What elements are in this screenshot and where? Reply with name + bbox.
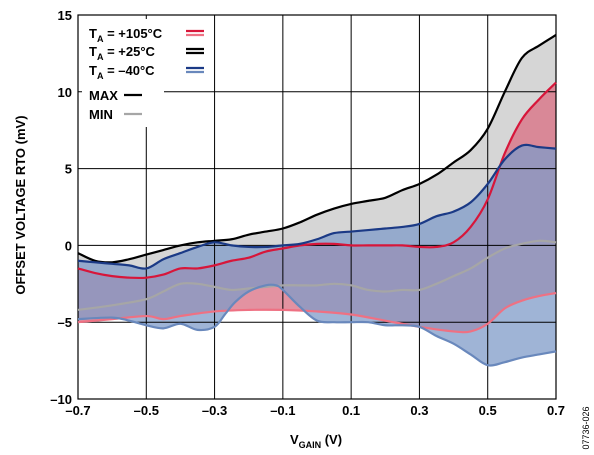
figure-id: 07736-026: [581, 406, 591, 449]
x-tick-label: 0.1: [342, 403, 360, 418]
y-tick-label: –5: [58, 315, 72, 330]
x-tick-label: 0.3: [410, 403, 428, 418]
legend: TA = +105°CTA = +25°CTA = –40°C MAX MIN: [82, 19, 204, 127]
min-line-t105: [77, 291, 557, 334]
fill-tm40: [78, 144, 556, 366]
plot-frame: [77, 14, 557, 400]
legend-item-tm40: TA = –40°C: [89, 63, 204, 81]
x-axis-label: VGAIN (V): [290, 432, 342, 450]
y-tick-label: 15: [58, 8, 72, 23]
max-line-tm40: [77, 143, 557, 270]
legend-item-max: MAX: [89, 88, 142, 103]
x-axis-label-subscript: GAIN: [299, 440, 322, 450]
series-lines: [77, 34, 557, 367]
x-tick-label: –0.7: [65, 403, 90, 418]
min-line-t25: [77, 239, 557, 312]
series-fills: [78, 34, 556, 366]
legend-item-t105: TA = +105°C: [89, 26, 204, 44]
legend-label: TA = +105°C: [89, 26, 163, 44]
y-tick-labels: –10 –5 0 5 10 15: [50, 8, 72, 407]
legend-label: TA = –40°C: [89, 63, 155, 81]
y-axis-label: OFFSET VOLTAGE RTO (mV): [13, 115, 28, 294]
x-tick-label: –0.1: [270, 403, 295, 418]
y-tick-label: –10: [50, 392, 72, 407]
min-line-tm40: [77, 283, 557, 367]
max-line-t105: [77, 81, 557, 280]
max-line-t25: [77, 34, 557, 264]
x-tick-label: 0.7: [547, 403, 565, 418]
legend-label: TA = +25°C: [89, 44, 156, 62]
y-tick-label: 5: [65, 162, 72, 177]
legend-item-min: MIN: [89, 107, 142, 122]
y-tick-label: 0: [65, 238, 72, 253]
x-tick-labels: –0.7 –0.5 –0.3 –0.1 0.1 0.3 0.5 0.7: [65, 403, 565, 418]
x-axis-label-main: V: [290, 432, 299, 447]
x-tick-label: 0.5: [479, 403, 497, 418]
legend-background: [82, 19, 164, 127]
x-tick-label: –0.5: [134, 403, 159, 418]
legend-label: MIN: [89, 107, 113, 122]
legend-item-t25: TA = +25°C: [89, 44, 204, 62]
y-tick-label: 10: [58, 85, 72, 100]
legend-label: MAX: [89, 88, 118, 103]
x-tick-label: –0.3: [202, 403, 227, 418]
x-axis-label-unit: (V): [321, 432, 342, 447]
